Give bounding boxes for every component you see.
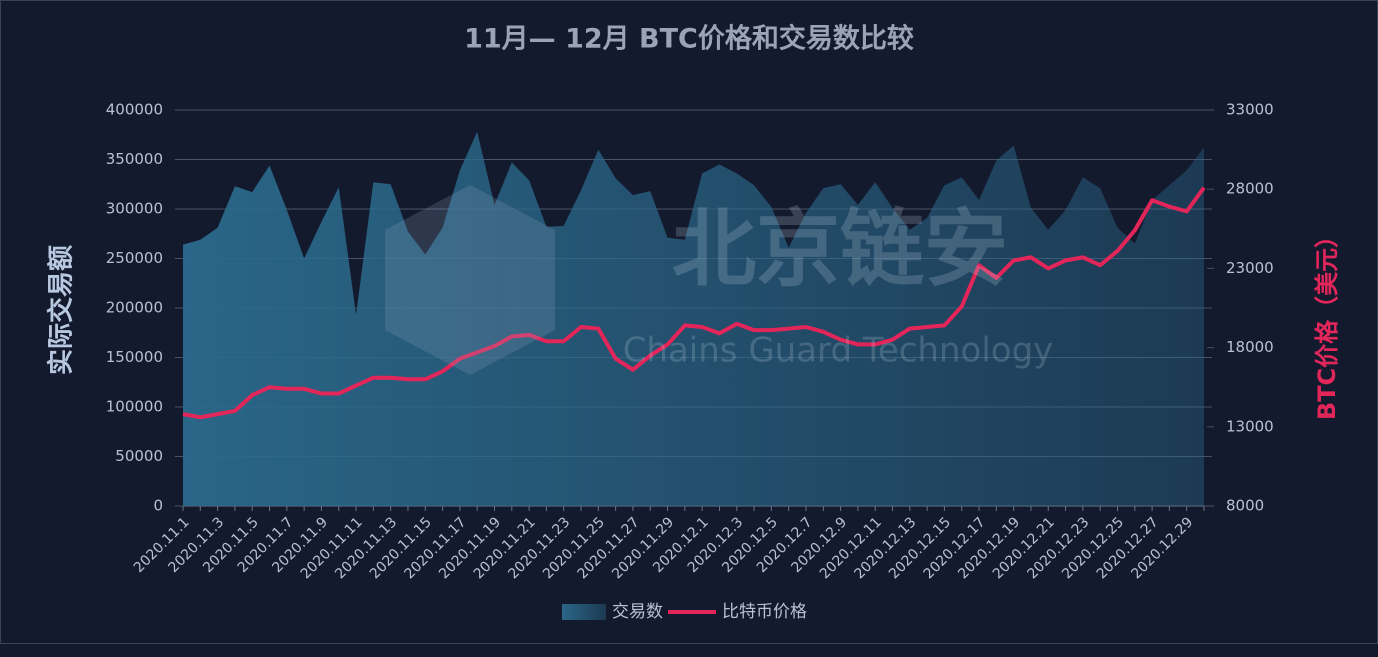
y-tick-label: 400000 xyxy=(106,101,163,119)
plot-area: 0 50000 100000 150000 200000 250000 300000 3500… xyxy=(106,101,1274,583)
chart-title: 11月— 12月 BTC价格和交易数比较 xyxy=(464,23,914,55)
y-tick-label: 100000 xyxy=(106,398,163,416)
y2-tick-label: 23000 xyxy=(1226,259,1274,277)
y2-axis-label: BTC价格（美元） xyxy=(1313,224,1341,420)
legend-label: 交易数 xyxy=(612,602,663,622)
y2-tick-label: 13000 xyxy=(1226,417,1274,435)
legend-label: 比特币价格 xyxy=(722,602,807,622)
y2-tick-label: 8000 xyxy=(1226,497,1264,515)
y-tick-label: 250000 xyxy=(106,249,163,267)
y2-tick-label: 33000 xyxy=(1226,101,1274,119)
line xyxy=(182,186,1206,420)
y2-tick-label: 18000 xyxy=(1226,338,1274,356)
area xyxy=(183,131,1204,506)
watermark-subtitle: Chains Guard Technology xyxy=(623,331,1054,371)
y-tick-label: 0 xyxy=(153,497,163,515)
watermark: 北京链安 Chains Guard Technology xyxy=(385,185,1053,375)
y-tick-label: 350000 xyxy=(106,150,163,168)
watermark-logo xyxy=(385,185,555,375)
y-tick-label: 200000 xyxy=(106,299,163,317)
y2-tick-label: 28000 xyxy=(1226,180,1274,198)
y-tick-label: 150000 xyxy=(106,348,163,366)
y-tick-label: 50000 xyxy=(115,447,163,465)
watermark-title: 北京链安 xyxy=(672,200,1008,298)
y-tick-label: 300000 xyxy=(106,200,163,218)
legend-swatch xyxy=(562,604,606,620)
y-axis-label: 实际交易额 xyxy=(46,245,77,375)
